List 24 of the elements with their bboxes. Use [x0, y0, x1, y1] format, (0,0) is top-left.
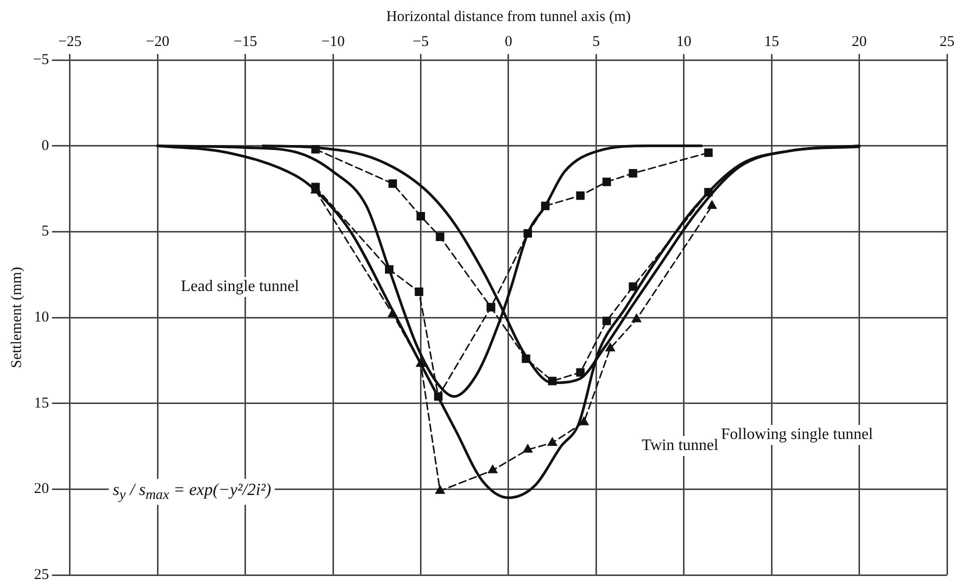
x-tick-label: −10 — [321, 34, 345, 50]
x-tick-label: 20 — [852, 34, 867, 50]
x-tick-label: −25 — [58, 34, 82, 50]
x-tick-label: 15 — [764, 34, 780, 50]
x-tick-label: −15 — [234, 34, 258, 50]
y-tick-label: 0 — [41, 138, 49, 154]
annotation: Twin tunnel — [638, 436, 722, 456]
x-tick-label: 10 — [676, 34, 692, 50]
y-tick-label: 5 — [41, 224, 49, 240]
x-tick-label: 5 — [592, 34, 600, 50]
x-tick-label: 25 — [940, 34, 954, 50]
x-axis-title: Horizontal distance from tunnel axis (m) — [386, 8, 631, 25]
annotation: Following single tunnel — [717, 425, 877, 445]
y-axis-title: Settlement (mm) — [8, 266, 25, 368]
y-tick-label: 10 — [34, 309, 49, 326]
y-tick-label: 20 — [34, 481, 49, 498]
y-tick-label: 15 — [34, 395, 49, 412]
x-tick-label: 0 — [504, 34, 512, 50]
y-tick-label: 25 — [34, 566, 49, 583]
y-tick-label: −5 — [32, 52, 49, 68]
annotation: s$_{y}$ / s$_{max}$ = exp(−y²/2i²) — [108, 478, 276, 506]
x-tick-label: −5 — [412, 34, 429, 50]
x-tick-label: −20 — [146, 34, 170, 50]
annotation: Lead single tunnel — [176, 277, 304, 297]
